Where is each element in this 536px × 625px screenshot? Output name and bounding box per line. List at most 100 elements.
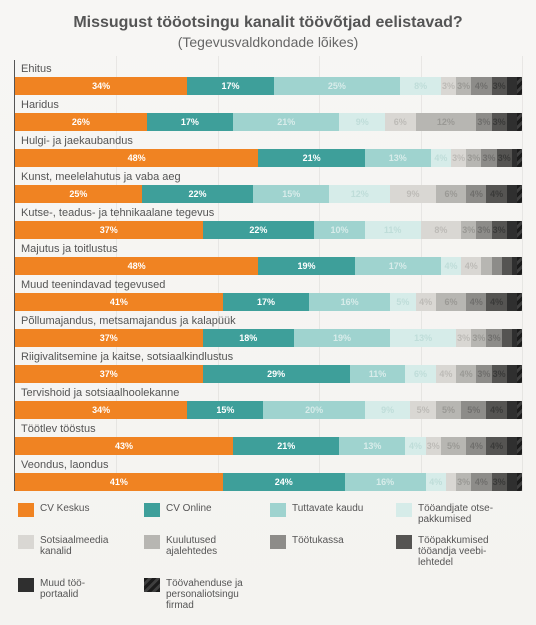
- legend-swatch: [270, 535, 286, 549]
- bar-segment-cvo: 17%: [223, 293, 309, 311]
- bar-segment-pers: [517, 437, 522, 455]
- bar-segment-cvo: 24%: [223, 473, 345, 491]
- legend-swatch: [18, 535, 34, 549]
- bar-segment-tk: 3%: [486, 329, 501, 347]
- bar-segment-tut: 20%: [263, 401, 364, 419]
- bar-segment-pers: [517, 113, 522, 131]
- bar-segment-pers: [517, 401, 522, 419]
- legend-item: Tuttavate kaudu: [270, 503, 392, 525]
- legend-label: Tuttavate kaudu: [292, 503, 363, 514]
- legend-swatch: [144, 578, 160, 592]
- bar-segment-tut: 13%: [365, 149, 431, 167]
- bar-segment-muud: [507, 185, 517, 203]
- bar-segment-muud: [507, 293, 517, 311]
- bar-segment-tk: [492, 257, 502, 275]
- bar-segment-cvk: 37%: [15, 329, 203, 347]
- row-label: Riigivalitsemine ja kaitse, sotsiaalkind…: [15, 348, 522, 365]
- legend-label: Kuulutused ajalehtedes: [166, 535, 266, 557]
- bar-segment-tk: 4%: [466, 437, 486, 455]
- bar-segment-tut: 17%: [355, 257, 441, 275]
- legend-item: Tööandjate otse-pakkumised: [396, 503, 518, 525]
- legend-label: CV Keskus: [40, 503, 89, 514]
- bar-segment-ajl: 5%: [436, 401, 461, 419]
- bar-segment-cvo: 15%: [187, 401, 263, 419]
- chart-row: Ehitus34%17%25%8%3%3%4%3%: [15, 60, 522, 95]
- bar-segment-veeb: 4%: [486, 293, 506, 311]
- bar-segment-ajl: 3%: [466, 149, 481, 167]
- stacked-bar: 41%17%16%5%4%6%4%4%: [15, 293, 522, 311]
- bar-segment-cvo: 21%: [258, 149, 364, 167]
- bar-segment-pers: [517, 329, 522, 347]
- bar-segment-muud: [507, 365, 517, 383]
- stacked-bar: 37%22%10%11%8%3%3%3%: [15, 221, 522, 239]
- bar-segment-sots: 5%: [410, 401, 435, 419]
- bar-segment-sots: 3%: [426, 437, 441, 455]
- bar-segment-ajl: 4%: [456, 365, 476, 383]
- bar-segment-tk: 4%: [471, 77, 491, 95]
- bar-segment-veeb: [502, 257, 512, 275]
- bar-segment-muud: [507, 77, 517, 95]
- bar-segment-cvo: 29%: [203, 365, 350, 383]
- bar-segment-cvk: 41%: [15, 293, 223, 311]
- legend-item: Kuulutused ajalehtedes: [144, 535, 266, 568]
- legend-item: Muud töö-portaalid: [18, 578, 140, 611]
- stacked-bar: 34%17%25%8%3%3%4%3%: [15, 77, 522, 95]
- bar-segment-cvk: 43%: [15, 437, 233, 455]
- bar-segment-otse: 8%: [400, 77, 441, 95]
- bar-segment-cvo: 17%: [147, 113, 233, 131]
- bar-segment-cvo: 22%: [142, 185, 254, 203]
- bar-segment-pers: [517, 365, 522, 383]
- bar-segment-tut: 11%: [350, 365, 406, 383]
- row-label: Hulgi- ja jaekaubandus: [15, 132, 522, 149]
- row-label: Haridus: [15, 96, 522, 113]
- chart-row: Veondus, laondus41%24%16%4%3%4%3%: [15, 456, 522, 491]
- bar-segment-ajl: 3%: [471, 329, 486, 347]
- chart-row: Majutus ja toitlustus48%19%17%4%4%: [15, 240, 522, 275]
- bar-segment-muud: [507, 473, 517, 491]
- bar-segment-ajl: 3%: [456, 77, 471, 95]
- legend-label: Töövahenduse ja personaliotsingu firmad: [166, 578, 266, 611]
- bar-segment-cvo: 17%: [187, 77, 273, 95]
- bar-segment-pers: [517, 257, 522, 275]
- bar-segment-pers: [517, 221, 522, 239]
- bar-segment-veeb: 3%: [492, 113, 507, 131]
- chart-row: Hulgi- ja jaekaubandus48%21%13%4%3%3%3%3…: [15, 132, 522, 167]
- bar-segment-tut: 21%: [233, 113, 339, 131]
- legend-label: CV Online: [166, 503, 212, 514]
- bar-segment-pers: [517, 293, 522, 311]
- legend-item: Töötukassa: [270, 535, 392, 568]
- bar-segment-sots: 9%: [390, 185, 436, 203]
- bar-segment-tk: 5%: [461, 401, 486, 419]
- bar-segment-sots: 4%: [416, 293, 436, 311]
- legend-item: Sotsiaalmeedia kanalid: [18, 535, 140, 568]
- chart-frame: Missugust tööotsingu kanalit töövõtjad e…: [0, 0, 536, 625]
- stacked-bar: 37%18%19%13%3%3%3%: [15, 329, 522, 347]
- bar-segment-ajl: 12%: [416, 113, 477, 131]
- chart-row: Kunst, meelelahutus ja vaba aeg25%22%15%…: [15, 168, 522, 203]
- bar-segment-pers: [517, 149, 522, 167]
- bar-segment-cvk: 37%: [15, 221, 203, 239]
- bar-segment-tk: 3%: [476, 113, 491, 131]
- bar-segment-ajl: 3%: [461, 221, 476, 239]
- bar-segment-veeb: 4%: [486, 437, 506, 455]
- stacked-bar: 48%19%17%4%4%: [15, 257, 522, 275]
- bar-segment-sots: 4%: [461, 257, 481, 275]
- bar-segment-muud: [507, 221, 517, 239]
- row-label: Veondus, laondus: [15, 456, 522, 473]
- bar-segment-tk: 4%: [471, 473, 491, 491]
- chart-row: Muud teenindavad tegevused41%17%16%5%4%6…: [15, 276, 522, 311]
- bar-segment-tut: 10%: [314, 221, 365, 239]
- chart-row: Haridus26%17%21%9%6%12%3%3%: [15, 96, 522, 131]
- stacked-bar: 25%22%15%12%9%6%4%4%: [15, 185, 522, 203]
- bar-segment-veeb: 3%: [492, 221, 507, 239]
- bar-segment-otse: 9%: [339, 113, 385, 131]
- stacked-bar: 48%21%13%4%3%3%3%3%: [15, 149, 522, 167]
- row-label: Töötlev tööstus: [15, 420, 522, 437]
- bar-segment-ajl: 3%: [456, 473, 471, 491]
- bar-segment-veeb: 3%: [492, 473, 507, 491]
- bar-segment-veeb: 3%: [492, 365, 507, 383]
- chart-row: Töötlev tööstus43%21%13%4%3%5%4%4%: [15, 420, 522, 455]
- bar-segment-muud: [507, 113, 517, 131]
- bar-segment-cvo: 19%: [258, 257, 354, 275]
- chart-row: Riigivalitsemine ja kaitse, sotsiaalkind…: [15, 348, 522, 383]
